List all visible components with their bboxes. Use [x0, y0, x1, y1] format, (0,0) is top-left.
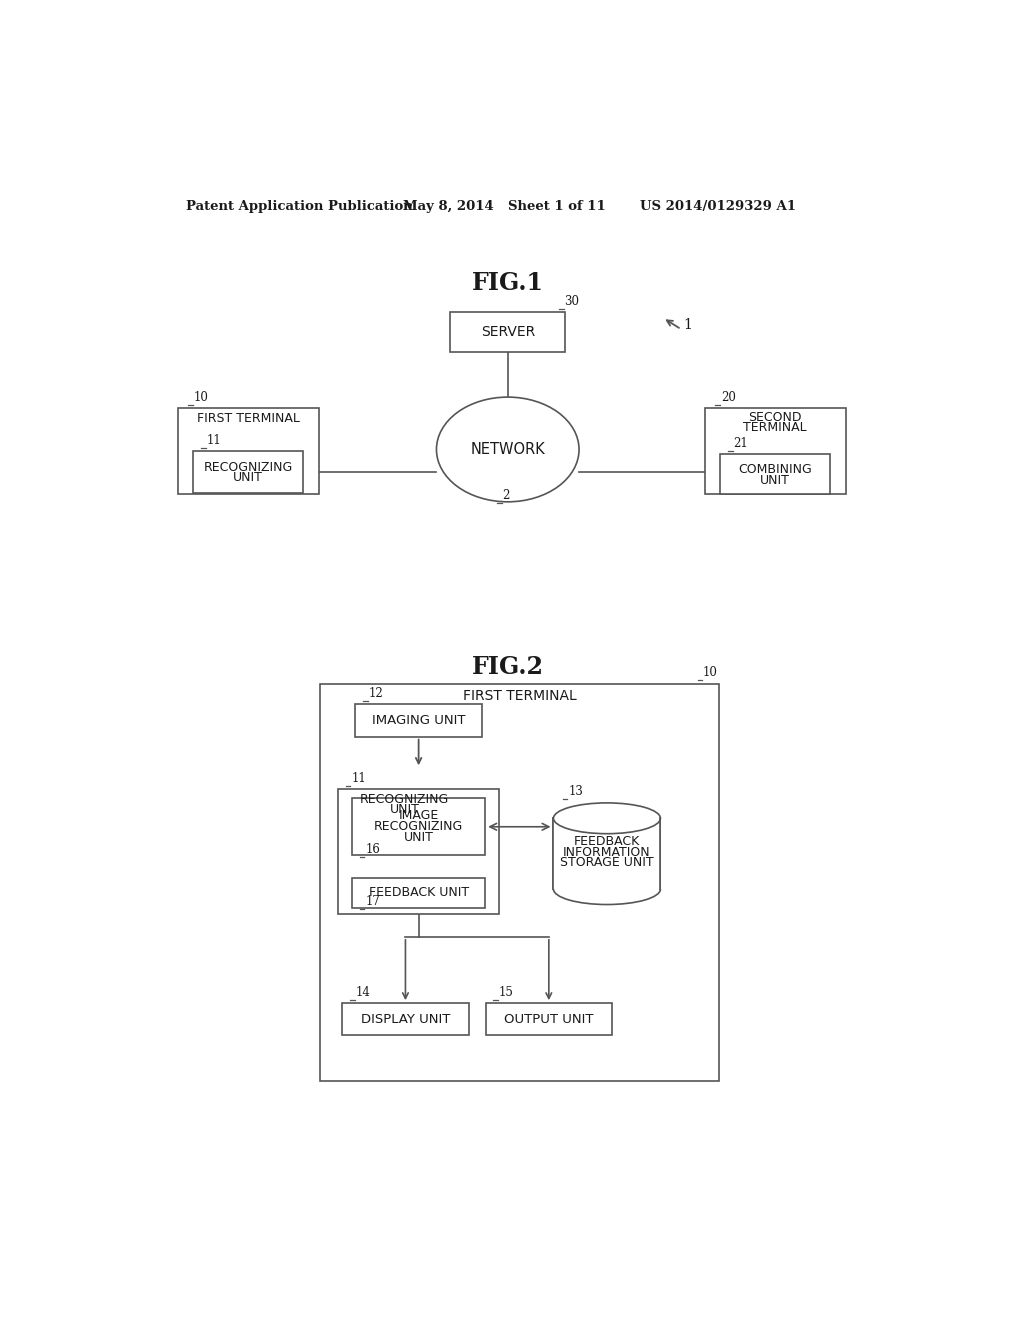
Ellipse shape	[554, 803, 660, 834]
Text: 12: 12	[369, 688, 383, 701]
Bar	[720, 454, 830, 494]
Text: US 2014/0129329 A1: US 2014/0129329 A1	[640, 201, 796, 214]
Text: FIRST TERMINAL: FIRST TERMINAL	[463, 689, 577, 702]
Text: COMBINING: COMBINING	[738, 463, 812, 477]
Text: SERVER: SERVER	[480, 325, 535, 339]
Text: INFORMATION: INFORMATION	[563, 846, 651, 859]
Text: 2: 2	[503, 488, 510, 502]
Text: 10: 10	[194, 391, 209, 404]
Text: 21: 21	[733, 437, 748, 450]
Text: 13: 13	[568, 785, 583, 799]
Text: 30: 30	[564, 294, 580, 308]
Text: UNIT: UNIT	[403, 832, 433, 843]
Text: FIG.1: FIG.1	[472, 271, 544, 296]
Text: May 8, 2014: May 8, 2014	[403, 201, 494, 214]
Text: Patent Application Publication: Patent Application Publication	[186, 201, 413, 214]
Text: TERMINAL: TERMINAL	[743, 421, 807, 434]
Bar	[321, 684, 719, 1081]
Text: NETWORK: NETWORK	[470, 442, 545, 457]
Ellipse shape	[436, 397, 579, 502]
Text: 1: 1	[684, 318, 692, 333]
Text: IMAGE: IMAGE	[398, 809, 438, 822]
Text: UNIT: UNIT	[233, 471, 263, 484]
Text: IMAGING UNIT: IMAGING UNIT	[372, 714, 465, 727]
Text: 11: 11	[351, 772, 366, 785]
Bar	[451, 312, 565, 351]
Bar	[338, 789, 500, 913]
Bar	[194, 451, 303, 492]
Text: RECOGNIZING: RECOGNIZING	[374, 820, 463, 833]
Text: FEEDBACK: FEEDBACK	[573, 834, 640, 847]
Text: FIRST TERMINAL: FIRST TERMINAL	[197, 412, 300, 425]
Text: 20: 20	[721, 391, 736, 404]
Text: STORAGE UNIT: STORAGE UNIT	[560, 857, 653, 870]
Bar	[177, 408, 318, 494]
Text: UNIT: UNIT	[760, 474, 791, 487]
Text: 15: 15	[499, 986, 514, 999]
Text: FEEDBACK UNIT: FEEDBACK UNIT	[369, 887, 469, 899]
Text: 16: 16	[366, 843, 380, 857]
Text: OUTPUT UNIT: OUTPUT UNIT	[504, 1012, 594, 1026]
Bar	[355, 705, 481, 737]
Text: 14: 14	[355, 986, 371, 999]
Text: 17: 17	[366, 895, 380, 908]
Text: Sheet 1 of 11: Sheet 1 of 11	[508, 201, 605, 214]
Text: DISPLAY UNIT: DISPLAY UNIT	[360, 1012, 451, 1026]
Bar	[352, 799, 485, 855]
Bar	[352, 878, 485, 908]
Text: 10: 10	[703, 665, 718, 678]
Bar	[342, 1003, 469, 1035]
Text: 11: 11	[206, 434, 221, 447]
Text: RECOGNIZING: RECOGNIZING	[204, 461, 293, 474]
Text: UNIT: UNIT	[390, 804, 420, 816]
Text: FIG.2: FIG.2	[472, 655, 544, 678]
Bar	[705, 408, 846, 494]
Bar	[485, 1003, 612, 1035]
Text: RECOGNIZING: RECOGNIZING	[360, 793, 450, 807]
Bar	[554, 818, 660, 890]
Text: SECOND: SECOND	[749, 411, 802, 424]
